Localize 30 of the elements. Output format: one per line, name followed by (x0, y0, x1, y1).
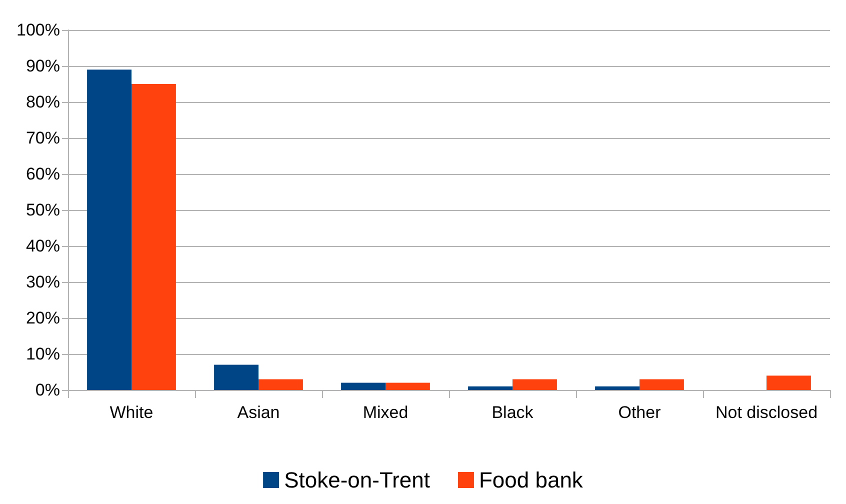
x-tick-label: Asian (237, 403, 280, 422)
y-tick-label: 20% (26, 308, 60, 328)
y-tick-label: 100% (16, 20, 60, 40)
y-tick-label: 80% (26, 92, 60, 112)
x-tick-label: Other (618, 403, 662, 422)
legend-label: Food bank (478, 468, 584, 492)
legend-label: Stoke-on-Trent (284, 468, 430, 492)
y-tick-label: 50% (26, 200, 60, 220)
bar (386, 382, 430, 390)
bar (214, 364, 258, 390)
y-tick-label: 30% (26, 272, 60, 292)
bar (595, 386, 640, 390)
x-tick-label: White (110, 403, 154, 422)
x-tick-label: Not disclosed (715, 403, 818, 422)
x-tick-label: Mixed (362, 403, 408, 422)
y-tick-label: 70% (26, 128, 60, 148)
y-tick-label: 60% (26, 164, 60, 184)
y-tick-label: 40% (26, 236, 60, 256)
bar (258, 379, 303, 390)
bar (468, 386, 512, 390)
bar (512, 379, 557, 390)
bar (87, 70, 132, 390)
x-tick-label: Black (492, 403, 534, 422)
y-tick-label: 0% (35, 380, 60, 400)
y-tick-label: 90% (26, 56, 60, 76)
y-tick-label: 10% (26, 344, 60, 364)
bar (766, 376, 811, 390)
bar (132, 84, 176, 390)
bar (341, 382, 386, 390)
bar (640, 379, 684, 390)
